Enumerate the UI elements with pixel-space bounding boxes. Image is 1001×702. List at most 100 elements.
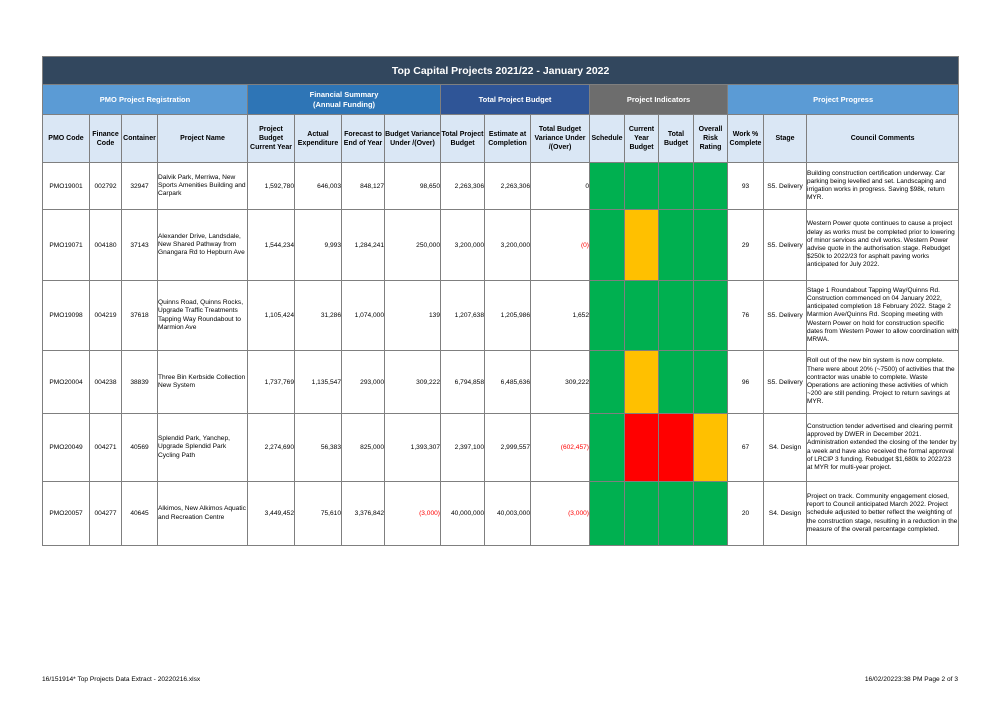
col-stage: Stage bbox=[763, 114, 807, 163]
council-comments-cell: Project on track. Community engagement c… bbox=[805, 481, 960, 546]
estimate-cell: 3,200,000 bbox=[484, 209, 531, 281]
schedule-indicator bbox=[589, 280, 625, 351]
col-total-project-budget: Total Project Budget bbox=[440, 114, 485, 163]
actual-expenditure-cell: 9,993 bbox=[294, 209, 342, 281]
top-capital-projects-table: Top Capital Projects 2021/22 - January 2… bbox=[41, 56, 960, 546]
container-cell: 40569 bbox=[121, 413, 158, 482]
total-budget-indicator bbox=[658, 413, 694, 482]
forecast-cell: 293,000 bbox=[341, 350, 385, 414]
pmo-code-cell: PMO20049 bbox=[42, 413, 90, 482]
risk-rating-indicator bbox=[693, 413, 728, 482]
project-budget-cell: 2,274,690 bbox=[247, 413, 295, 482]
project-name-cell: Alkimos, New Alkimos Aquatic and Recreat… bbox=[157, 481, 248, 546]
finance-code-cell: 004271 bbox=[89, 413, 122, 482]
col-actual-expenditure: Actual Expenditure bbox=[294, 114, 342, 163]
report-title: Top Capital Projects 2021/22 - January 2… bbox=[41, 56, 960, 85]
total-variance-cell: 1,652 bbox=[530, 280, 590, 351]
stage-cell: S5. Delivery bbox=[763, 209, 807, 281]
table-row: PMO20004 004238 38839 Three Bin Kerbside… bbox=[42, 350, 960, 414]
stage-cell: S5. Delivery bbox=[763, 280, 807, 351]
col-overall-risk-rating: Overall Risk Rating bbox=[693, 114, 728, 163]
risk-rating-indicator bbox=[693, 350, 728, 414]
footer-date-page: 16/02/20223:38 PM Page 2 of 3 bbox=[864, 676, 958, 683]
col-council-comments: Council Comments bbox=[805, 114, 960, 163]
pmo-code-cell: PMO20057 bbox=[42, 481, 90, 546]
schedule-indicator bbox=[589, 413, 625, 482]
group-pmo-registration: PMO Project Registration bbox=[42, 84, 248, 115]
table-row: PMO19098 004219 37618 Quinns Road, Quinn… bbox=[42, 280, 960, 351]
estimate-cell: 1,205,986 bbox=[484, 280, 531, 351]
council-comments-cell: Construction tender advertised and clear… bbox=[805, 413, 960, 482]
schedule-indicator bbox=[589, 209, 625, 281]
pmo-code-cell: PMO19098 bbox=[42, 280, 90, 351]
col-schedule: Schedule bbox=[589, 114, 625, 163]
pmo-code-cell: PMO19071 bbox=[42, 209, 90, 281]
project-name-cell: Splendid Park, Yanchep, Upgrade Splendid… bbox=[157, 413, 248, 482]
container-cell: 38839 bbox=[121, 350, 158, 414]
total-budget-indicator bbox=[658, 350, 694, 414]
budget-variance-cell: 98,650 bbox=[384, 162, 441, 210]
col-total-budget-indicator: Total Budget bbox=[658, 114, 694, 163]
council-comments-cell: Stage 1 Roundabout Tapping Way/Quinns Rd… bbox=[805, 280, 960, 351]
current-year-budget-indicator bbox=[624, 162, 659, 210]
work-complete-cell: 93 bbox=[727, 162, 764, 210]
schedule-indicator bbox=[589, 350, 625, 414]
total-budget-indicator bbox=[658, 481, 694, 546]
col-total-budget-variance: Total Budget Variance Under /(Over) bbox=[530, 114, 590, 163]
forecast-cell: 1,074,000 bbox=[341, 280, 385, 351]
total-budget-indicator bbox=[658, 162, 694, 210]
total-variance-cell: 309,222 bbox=[530, 350, 590, 414]
actual-expenditure-cell: 75,610 bbox=[294, 481, 342, 546]
total-budget-indicator bbox=[658, 280, 694, 351]
current-year-budget-indicator bbox=[624, 481, 659, 546]
budget-variance-cell: (3,000) bbox=[384, 481, 441, 546]
current-year-budget-indicator bbox=[624, 413, 659, 482]
col-estimate-at-completion: Estimate at Completion bbox=[484, 114, 531, 163]
container-cell: 37618 bbox=[121, 280, 158, 351]
project-name-cell: Three Bin Kerbside Collection New System bbox=[157, 350, 248, 414]
estimate-cell: 6,485,636 bbox=[484, 350, 531, 414]
group-project-indicators: Project Indicators bbox=[589, 84, 728, 115]
schedule-indicator bbox=[589, 481, 625, 546]
total-budget-cell: 40,000,000 bbox=[440, 481, 485, 546]
total-budget-cell: 1,207,638 bbox=[440, 280, 485, 351]
group-financial-summary-label: Financial Summary (Annual Funding) bbox=[309, 89, 379, 109]
table-row: PMO19001 002792 32947 Dalvik Park, Merri… bbox=[42, 162, 960, 210]
footer-file-reference: 16/151914* Top Projects Data Extract - 2… bbox=[42, 676, 201, 683]
forecast-cell: 848,127 bbox=[341, 162, 385, 210]
estimate-cell: 40,003,000 bbox=[484, 481, 531, 546]
current-year-budget-indicator bbox=[624, 350, 659, 414]
stage-cell: S4. Design bbox=[763, 413, 807, 482]
budget-variance-cell: 309,222 bbox=[384, 350, 441, 414]
container-cell: 40645 bbox=[121, 481, 158, 546]
total-variance-cell: 0 bbox=[530, 162, 590, 210]
project-name-cell: Quinns Road, Quinns Rocks, Upgrade Traff… bbox=[157, 280, 248, 351]
container-cell: 32947 bbox=[121, 162, 158, 210]
project-budget-cell: 1,592,780 bbox=[247, 162, 295, 210]
project-name-cell: Alexander Drive, Landsdale, New Shared P… bbox=[157, 209, 248, 281]
total-budget-cell: 6,794,858 bbox=[440, 350, 485, 414]
risk-rating-indicator bbox=[693, 209, 728, 281]
group-financial-summary: Financial Summary (Annual Funding) bbox=[247, 84, 441, 115]
budget-variance-cell: 139 bbox=[384, 280, 441, 351]
total-budget-cell: 2,263,306 bbox=[440, 162, 485, 210]
work-complete-cell: 20 bbox=[727, 481, 764, 546]
estimate-cell: 2,999,557 bbox=[484, 413, 531, 482]
actual-expenditure-cell: 1,135,547 bbox=[294, 350, 342, 414]
finance-code-cell: 004238 bbox=[89, 350, 122, 414]
actual-expenditure-cell: 56,383 bbox=[294, 413, 342, 482]
risk-rating-indicator bbox=[693, 280, 728, 351]
work-complete-cell: 29 bbox=[727, 209, 764, 281]
project-name-cell: Dalvik Park, Merriwa, New Sports Ameniti… bbox=[157, 162, 248, 210]
budget-variance-cell: 250,000 bbox=[384, 209, 441, 281]
project-budget-cell: 1,105,424 bbox=[247, 280, 295, 351]
project-budget-cell: 1,544,234 bbox=[247, 209, 295, 281]
col-budget-variance: Budget Variance Under /(Over) bbox=[384, 114, 441, 163]
col-current-year-budget: Current Year Budget bbox=[624, 114, 659, 163]
stage-cell: S5. Delivery bbox=[763, 162, 807, 210]
current-year-budget-indicator bbox=[624, 209, 659, 281]
table-row: PMO20049 004271 40569 Splendid Park, Yan… bbox=[42, 413, 960, 482]
risk-rating-indicator bbox=[693, 481, 728, 546]
col-pmo-code: PMO Code bbox=[42, 114, 90, 163]
group-project-progress: Project Progress bbox=[726, 84, 960, 115]
